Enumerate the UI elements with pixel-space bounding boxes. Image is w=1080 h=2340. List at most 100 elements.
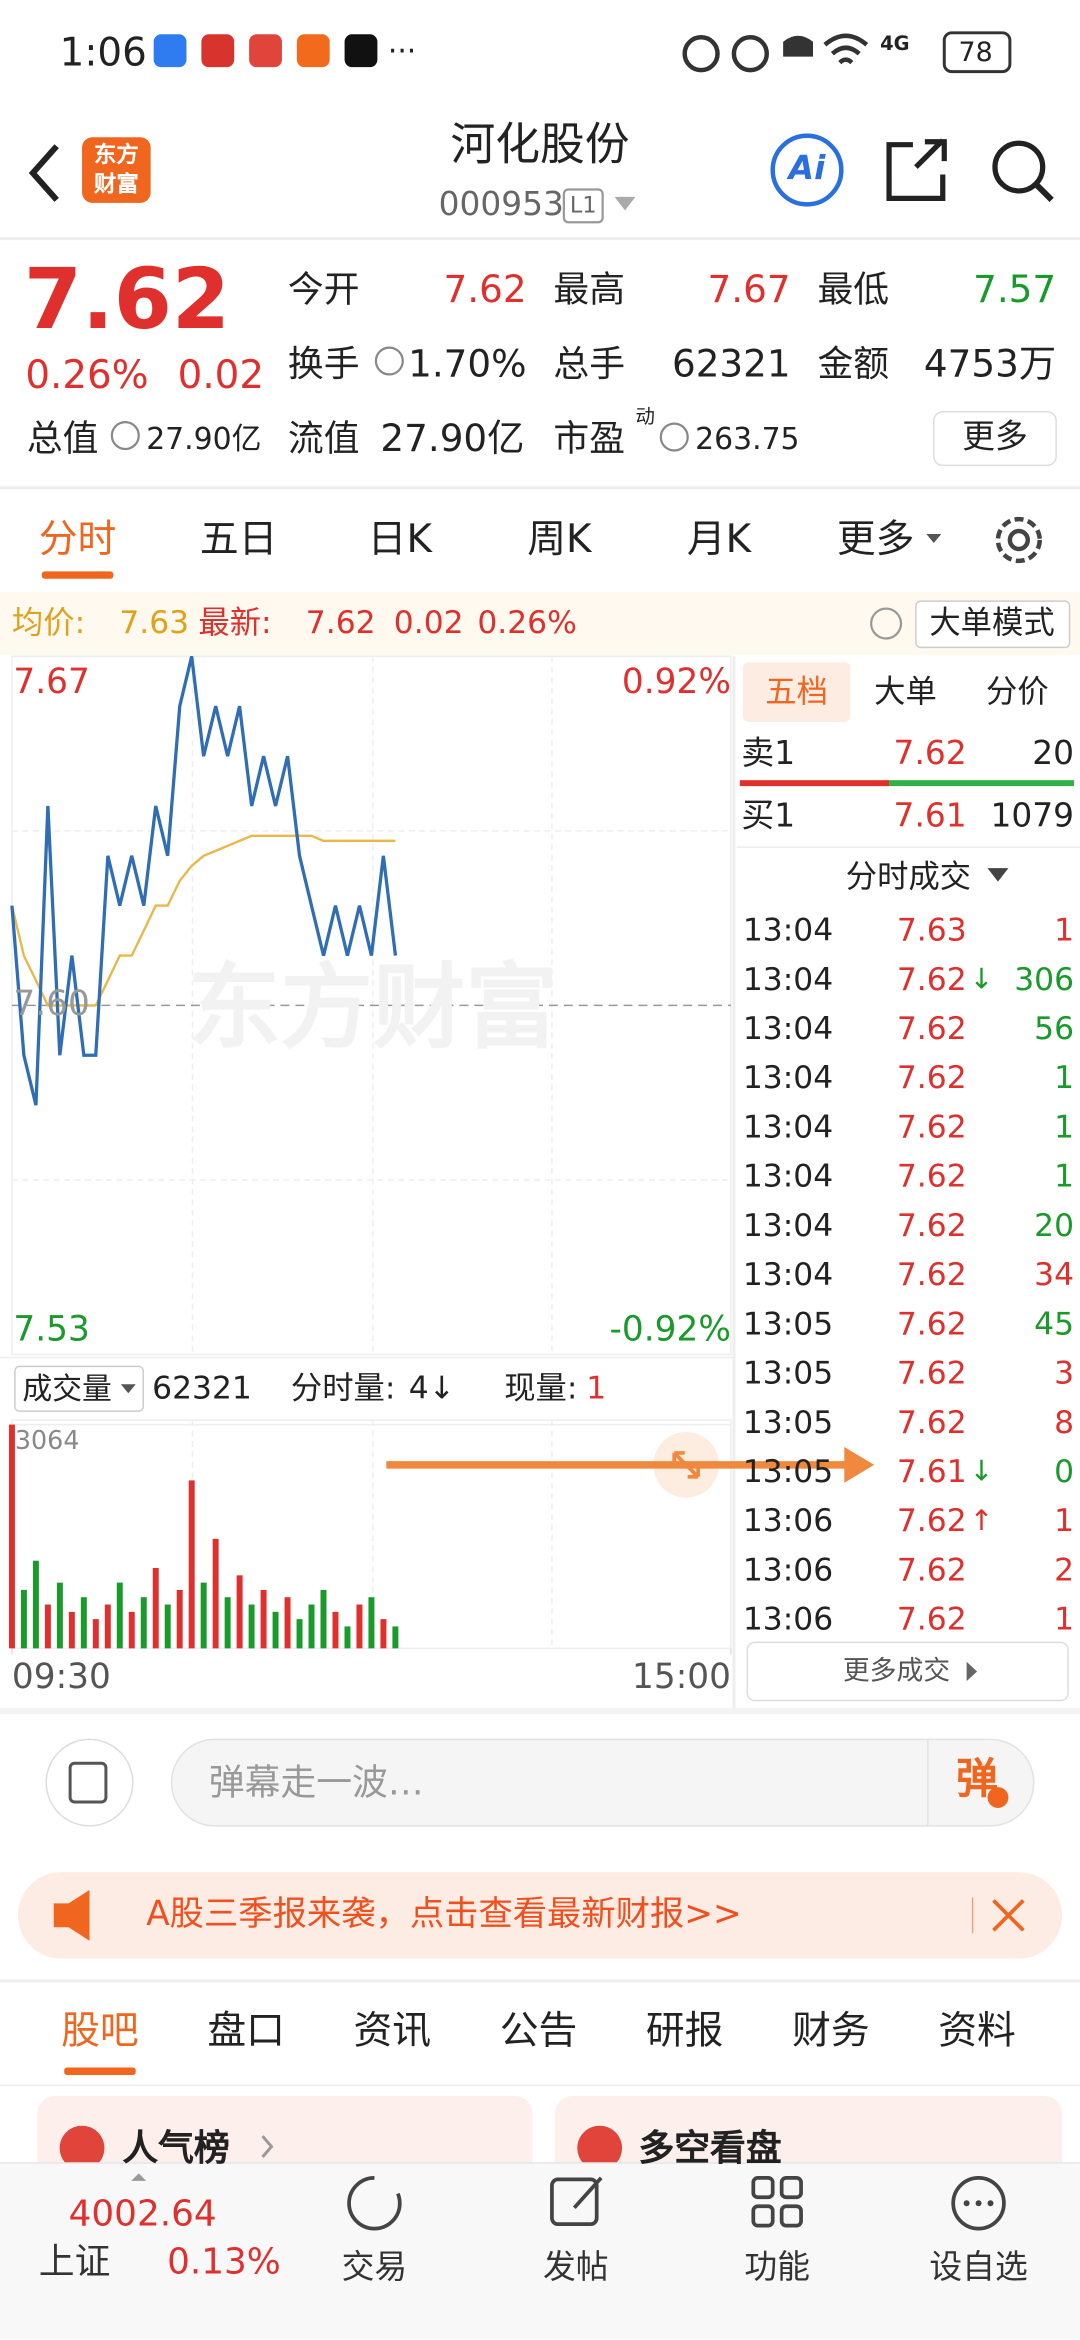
watchlist-icon[interactable] — [951, 2176, 1006, 2231]
section-tab[interactable]: 资料 — [938, 2009, 1016, 2055]
field-label: 换手 — [287, 343, 360, 385]
volume-bar — [140, 1597, 147, 1649]
trade-price: 7.62 — [896, 1502, 967, 1539]
volume-label[interactable]: 成交量 — [22, 1370, 112, 1407]
trade-time: 13:04 — [742, 1109, 834, 1145]
index-name[interactable]: 上证 — [38, 2240, 111, 2283]
dropdown-icon[interactable] — [987, 868, 1009, 882]
chart-tab[interactable]: 日K — [367, 517, 432, 563]
section-tab[interactable]: 资讯 — [353, 2009, 432, 2055]
nav-label[interactable]: 发帖 — [542, 2249, 609, 2287]
volume-bar — [128, 1611, 135, 1649]
trade-icon[interactable] — [347, 2176, 402, 2231]
close-icon[interactable] — [992, 1899, 1025, 1932]
chart-tab[interactable]: 月K — [686, 517, 752, 563]
dropdown-icon[interactable] — [614, 196, 636, 211]
volume-bar — [296, 1619, 303, 1649]
level-box — [562, 188, 604, 224]
post-icon[interactable] — [550, 2177, 599, 2227]
field-value: 7.57 — [973, 267, 1057, 312]
nav-label[interactable]: 功能 — [744, 2249, 811, 2287]
search-icon[interactable] — [992, 140, 1046, 194]
book-tab[interactable]: 分价 — [986, 673, 1049, 710]
nav-label[interactable]: 交易 — [341, 2249, 408, 2287]
section-tab[interactable]: 公告 — [499, 2009, 578, 2055]
card-title[interactable]: 人气榜 — [122, 2127, 230, 2169]
settings-icon[interactable] — [995, 516, 1042, 564]
book-tab[interactable]: 五档 — [765, 673, 828, 710]
volume-bar — [356, 1604, 363, 1649]
trade-time: 13:06 — [742, 1552, 834, 1588]
info-icon[interactable] — [110, 421, 140, 451]
field-value: 27.90亿 — [146, 420, 262, 457]
latest-change: 0.02 — [393, 604, 464, 641]
more-button[interactable] — [933, 410, 1057, 467]
more-trades-label[interactable]: 更多成交 — [842, 1655, 951, 1688]
volume-bar — [248, 1604, 255, 1649]
trade-price: 7.63 — [896, 912, 967, 948]
chart-tab[interactable]: 分时 — [38, 517, 117, 563]
ai-icon[interactable] — [770, 133, 844, 207]
more-trades-button[interactable] — [746, 1641, 1069, 1702]
nav-label[interactable]: 设自选 — [929, 2249, 1028, 2287]
dropdown-icon[interactable] — [120, 1384, 136, 1394]
danmaku-toggle[interactable] — [45, 1738, 134, 1827]
dropdown-icon[interactable] — [926, 534, 942, 543]
trades-title[interactable]: 分时成交 — [845, 858, 972, 895]
book-tab[interactable]: 大单 — [874, 673, 937, 710]
mode-button[interactable] — [915, 600, 1071, 649]
trade-volume: 1 — [1054, 1158, 1075, 1195]
ai-button[interactable]: Ai — [788, 150, 826, 188]
volume-bar — [200, 1582, 207, 1649]
trade-volume: 34 — [1034, 1256, 1075, 1293]
annotation-arrow — [844, 1446, 875, 1483]
info-icon[interactable] — [659, 422, 689, 452]
info-icon[interactable] — [374, 346, 404, 376]
trade-time: 13:04 — [742, 1256, 834, 1293]
post-icon[interactable] — [572, 2176, 603, 2209]
bid-volume: 1079 — [990, 798, 1075, 836]
section-tab[interactable]: 财务 — [792, 2009, 870, 2055]
watchlist-icon[interactable] — [987, 2200, 994, 2207]
help-icon[interactable] — [870, 607, 903, 640]
function-icon[interactable] — [751, 2176, 775, 2200]
chart-tab[interactable]: 更多 — [836, 517, 915, 563]
comment-input[interactable] — [170, 1738, 1035, 1827]
current-volume: 1 — [586, 1370, 607, 1406]
chart-tab[interactable]: 五日 — [199, 517, 278, 563]
volume-total: 62321 — [152, 1370, 252, 1406]
back-icon[interactable] — [28, 144, 59, 202]
volume-selector[interactable] — [14, 1365, 144, 1412]
change: 0.02 — [177, 353, 265, 399]
chart-tab[interactable]: 周K — [527, 517, 592, 563]
watchlist-icon[interactable] — [975, 2200, 982, 2207]
function-icon[interactable] — [779, 2204, 803, 2228]
index-change[interactable]: 0.13% — [167, 2240, 281, 2283]
latest-label: 最新: — [198, 604, 272, 641]
section-tab[interactable]: 研报 — [645, 2009, 724, 2055]
danmaku-button[interactable]: 弹 — [956, 1754, 998, 1804]
trade-volume: 1 — [1054, 1601, 1075, 1638]
tab-selected[interactable] — [742, 662, 851, 722]
index-value[interactable]: 4002.64 — [68, 2192, 217, 2235]
mode-button-label[interactable]: 大单模式 — [929, 604, 1055, 641]
banner-text[interactable]: A股三季报来袭，点击查看最新财报>> — [146, 1895, 742, 1935]
ask-bar — [739, 780, 890, 787]
search-icon[interactable] — [1034, 182, 1054, 202]
more-button-label[interactable]: 更多 — [962, 419, 1028, 457]
danmaku-icon[interactable] — [68, 1761, 108, 1804]
trade-volume: 45 — [1034, 1305, 1075, 1342]
watchlist-icon[interactable] — [963, 2200, 970, 2207]
banner[interactable] — [17, 1872, 1063, 1959]
share-icon[interactable] — [886, 138, 947, 202]
tab-indicator — [41, 571, 114, 579]
function-icon[interactable] — [779, 2176, 803, 2200]
section-tab[interactable]: 股吧 — [61, 2009, 139, 2055]
settings-icon[interactable] — [1007, 528, 1031, 552]
function-icon[interactable] — [751, 2204, 775, 2228]
stock-code: 000953 — [438, 186, 564, 224]
comment-placeholder[interactable]: 弹幕走一波… — [208, 1761, 424, 1804]
card-title[interactable]: 多空看盘 — [638, 2127, 782, 2169]
y-tick-label: 7.67 — [13, 663, 90, 702]
section-tab[interactable]: 盘口 — [207, 2009, 285, 2055]
